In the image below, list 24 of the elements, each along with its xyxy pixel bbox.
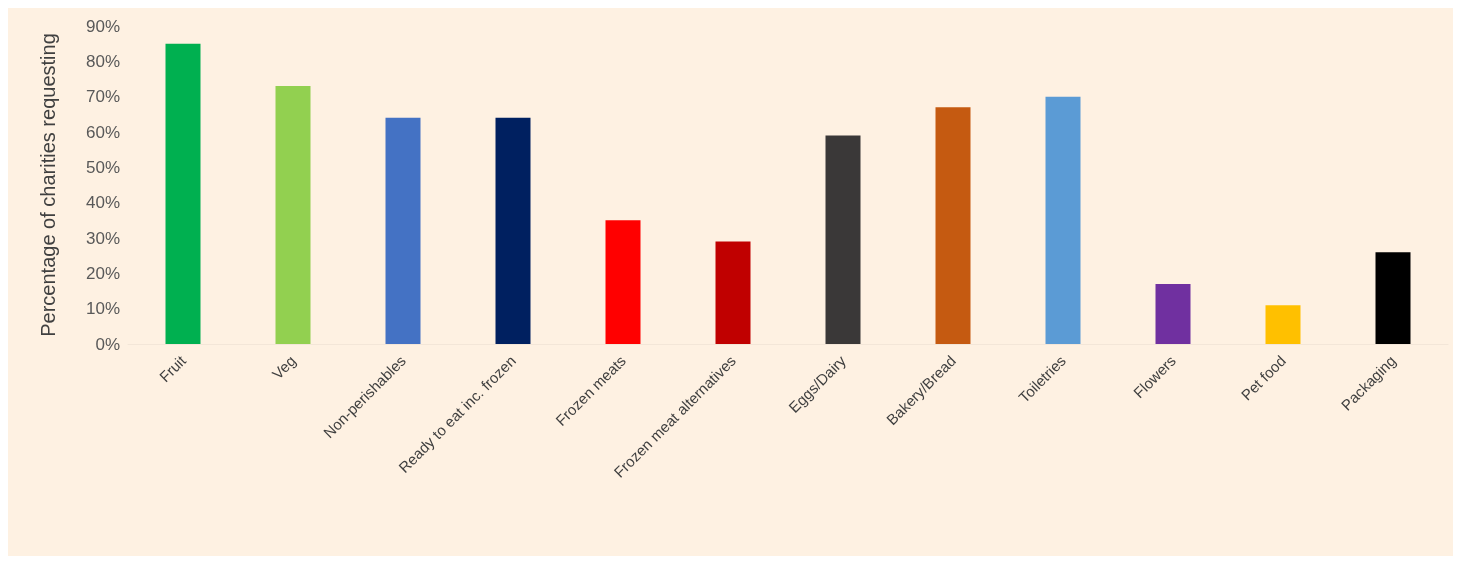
bar <box>385 117 421 344</box>
y-tick-label: 50% <box>85 157 120 177</box>
bar <box>715 241 751 344</box>
bar <box>165 43 201 344</box>
y-tick-label: 30% <box>85 228 120 248</box>
bar <box>935 107 971 344</box>
bar <box>1265 305 1301 344</box>
y-tick-label: 40% <box>85 193 120 213</box>
bar <box>605 220 641 344</box>
y-tick-label: 80% <box>85 51 120 71</box>
y-tick-label: 60% <box>85 122 120 142</box>
bar <box>275 86 311 344</box>
y-tick-label: 70% <box>85 87 120 107</box>
y-tick-label: 90% <box>85 16 120 36</box>
bar <box>1375 252 1411 344</box>
bar <box>825 135 861 344</box>
y-tick-label: 0% <box>95 334 120 354</box>
y-tick-label: 10% <box>85 299 120 319</box>
y-axis-title: Percentage of charities requesting <box>37 33 59 337</box>
bar <box>1155 283 1191 344</box>
bar <box>495 117 531 344</box>
x-tick-label: Veg <box>268 351 300 383</box>
y-tick-label: 20% <box>85 263 120 283</box>
bar <box>1045 96 1081 344</box>
